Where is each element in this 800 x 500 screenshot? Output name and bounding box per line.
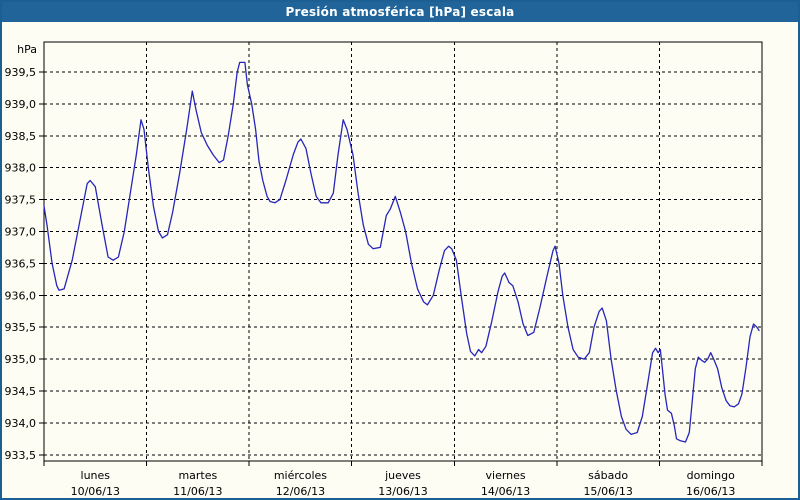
y-tick-label: 933,5 xyxy=(5,449,37,462)
chart-title-bar: Presión atmosférica [hPa] escala xyxy=(2,2,798,22)
y-tick-label: 934,0 xyxy=(5,417,37,430)
y-tick-label: 939,0 xyxy=(5,98,37,111)
day-name-label: jueves xyxy=(384,469,421,482)
pressure-series-line xyxy=(43,61,760,443)
y-tick-label: 935,0 xyxy=(5,353,37,366)
day-date-label: 15/06/13 xyxy=(583,485,632,498)
day-name-label: miércoles xyxy=(274,469,327,482)
day-date-label: 11/06/13 xyxy=(173,485,222,498)
y-tick-label: 936,0 xyxy=(5,289,37,302)
y-tick-label: 934,5 xyxy=(5,385,37,398)
day-date-label: 10/06/13 xyxy=(71,485,120,498)
y-axis-unit-label: hPa xyxy=(17,43,37,56)
axes xyxy=(39,41,763,466)
day-name-label: martes xyxy=(178,469,217,482)
y-tick-label: 936,5 xyxy=(5,257,37,270)
axis-labels: 939,5 939,0 938,5 938,0 937,5 937,0 936,5 936,0… xyxy=(5,43,736,498)
y-tick-label: 935,5 xyxy=(5,321,37,334)
y-tick-label: 937,0 xyxy=(5,226,37,239)
chart-title: Presión atmosférica [hPa] escala xyxy=(285,5,515,19)
day-date-label: 14/06/13 xyxy=(481,485,530,498)
day-date-label: 13/06/13 xyxy=(378,485,427,498)
plot-border xyxy=(43,41,763,462)
day-date-label: 16/06/13 xyxy=(686,485,735,498)
day-name-label: viernes xyxy=(486,469,526,482)
y-tick-label: 938,0 xyxy=(5,162,37,175)
grid-lines xyxy=(44,42,762,461)
day-date-label: 12/06/13 xyxy=(276,485,325,498)
day-name-label: sábado xyxy=(588,469,628,482)
pressure-line-chart: 939,5 939,0 938,5 938,0 937,5 937,0 936,5 936,0… xyxy=(5,41,763,498)
day-name-label: lunes xyxy=(81,469,111,482)
y-tick-label: 937,5 xyxy=(5,194,37,207)
y-tick-label: 938,5 xyxy=(5,130,37,143)
chart-area: 939,5 939,0 938,5 938,0 937,5 937,0 936,5 936,0… xyxy=(2,22,798,498)
y-tick-label: 939,5 xyxy=(5,66,37,79)
day-name-label: domingo xyxy=(687,469,735,482)
